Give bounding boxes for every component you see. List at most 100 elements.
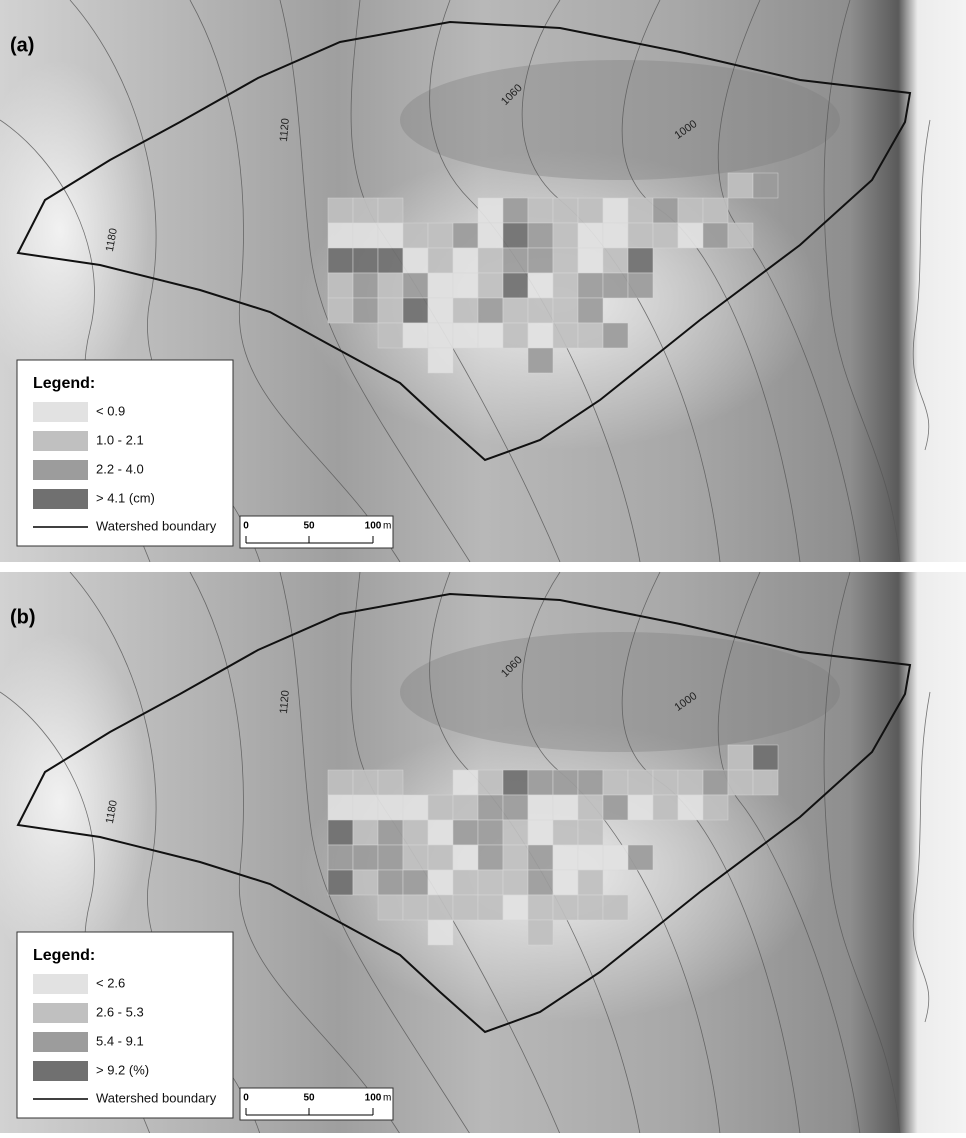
grid-cell: [503, 248, 528, 273]
grid-cell: [528, 273, 553, 298]
grid-cell: [453, 273, 478, 298]
grid-cell: [653, 223, 678, 248]
grid-cell: [578, 298, 603, 323]
grid-cell: [603, 845, 628, 870]
legend-swatch: [33, 460, 88, 480]
grid-cell: [428, 348, 453, 373]
grid-cell: [328, 820, 353, 845]
grid-cell: [453, 223, 478, 248]
grid-cell: [628, 770, 653, 795]
legend-swatch: [33, 489, 88, 509]
grid-cell: [478, 223, 503, 248]
grid-cell: [478, 198, 503, 223]
grid-cell: [428, 323, 453, 348]
grid-cell: [503, 895, 528, 920]
legend-item: Watershed boundary: [96, 1090, 217, 1105]
legend-item: Watershed boundary: [96, 518, 217, 533]
grid-cell: [478, 273, 503, 298]
grid-cell: [553, 298, 578, 323]
grid-cell: [378, 845, 403, 870]
grid-cell: [453, 845, 478, 870]
grid-cell: [403, 895, 428, 920]
grid-cell: [528, 895, 553, 920]
grid-cell: [628, 273, 653, 298]
grid-cell: [703, 795, 728, 820]
grid-cell: [753, 770, 778, 795]
grid-cell: [553, 223, 578, 248]
scale-unit: m: [383, 521, 391, 532]
scale-label: 100: [365, 1093, 382, 1104]
legend-swatch: [33, 431, 88, 451]
grid-cell: [503, 870, 528, 895]
grid-cell: [403, 323, 428, 348]
contour-label: 1120: [278, 118, 292, 143]
grid-cell: [603, 795, 628, 820]
grid-cell: [478, 820, 503, 845]
grid-cell: [553, 273, 578, 298]
grid-cell: [503, 273, 528, 298]
grid-cell: [353, 198, 378, 223]
legend-title: Legend:: [33, 375, 95, 392]
grid-cell: [428, 920, 453, 945]
legend-title: Legend:: [33, 947, 95, 964]
grid-cell: [378, 198, 403, 223]
grid-cell: [553, 845, 578, 870]
grid-cell: [603, 223, 628, 248]
grid-cell: [353, 223, 378, 248]
legend-item: 5.4 - 9.1: [96, 1033, 144, 1048]
grid-cell: [403, 273, 428, 298]
legend-item: 2.2 - 4.0: [96, 461, 144, 476]
grid-cell: [353, 870, 378, 895]
scale-unit: m: [383, 1093, 391, 1104]
grid-cell: [478, 870, 503, 895]
grid-cell: [328, 223, 353, 248]
grid-cell: [453, 248, 478, 273]
grid-cell: [653, 198, 678, 223]
grid-cell: [428, 248, 453, 273]
grid-cell: [703, 770, 728, 795]
grid-cell: [378, 273, 403, 298]
grid-cell: [353, 273, 378, 298]
map-panel: 1180112010601000(b)Legend:< 2.62.6 - 5.3…: [0, 572, 966, 1133]
grid-cell: [428, 895, 453, 920]
grid-cell: [428, 845, 453, 870]
shadow: [400, 632, 840, 752]
grid-cell: [603, 895, 628, 920]
grid-cell: [403, 845, 428, 870]
grid-cell: [328, 870, 353, 895]
grid-cell: [553, 770, 578, 795]
grid-cell: [678, 223, 703, 248]
grid-cell: [703, 223, 728, 248]
grid-cell: [378, 795, 403, 820]
shadow: [400, 60, 840, 180]
grid-cell: [378, 770, 403, 795]
page: {"panels": [ {"label": "(a)", "contours"…: [0, 0, 966, 1133]
grid-cell: [603, 323, 628, 348]
grid-cell: [328, 298, 353, 323]
grid-cell: [453, 895, 478, 920]
scale-label: 50: [303, 521, 315, 532]
grid-cell: [628, 248, 653, 273]
grid-cell: [553, 198, 578, 223]
legend-swatch: [33, 402, 88, 422]
grid-cell: [353, 770, 378, 795]
grid-cell: [428, 298, 453, 323]
grid-cell: [553, 820, 578, 845]
grid-cell: [353, 845, 378, 870]
legend-item: 2.6 - 5.3: [96, 1004, 144, 1019]
grid-cell: [328, 273, 353, 298]
grid-cell: [628, 795, 653, 820]
panel-label: (a): [10, 34, 34, 56]
grid-cell: [378, 895, 403, 920]
scale-label: 50: [303, 1093, 315, 1104]
grid-cell: [503, 795, 528, 820]
grid-cell: [528, 920, 553, 945]
grid-cell: [728, 770, 753, 795]
grid-cell: [328, 770, 353, 795]
grid-cell: [528, 770, 553, 795]
grid-cell: [453, 795, 478, 820]
grid-cell: [403, 870, 428, 895]
grid-cell: [453, 298, 478, 323]
grid-cell: [728, 745, 753, 770]
